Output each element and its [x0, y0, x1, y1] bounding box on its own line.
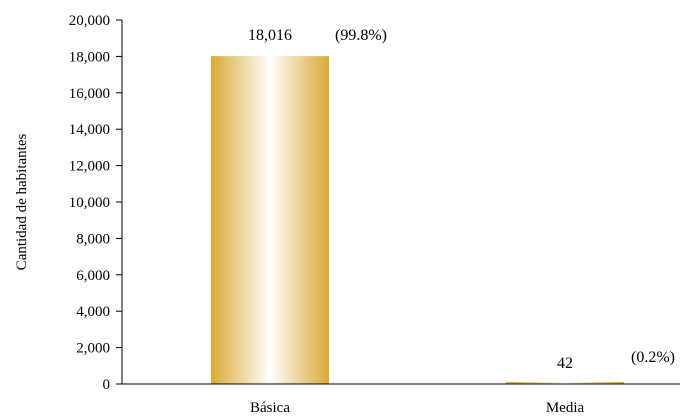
y-tick-label: 14,000 [69, 122, 110, 138]
y-tick-label: 8,000 [76, 231, 110, 247]
x-axis-labels: Básica Media [250, 400, 584, 416]
y-tick-label: 2,000 [76, 341, 110, 357]
y-axis-ticks: 0 2,000 4,000 6,000 8,000 10,000 12,000 14,000 1… [69, 13, 122, 393]
y-tick-label: 6,000 [76, 268, 110, 284]
y-tick-label: 4,000 [76, 304, 110, 320]
y-tick-label: 10,000 [69, 195, 110, 211]
y-axis-title: Cantidad de habitantes [14, 134, 30, 271]
bar-media [506, 382, 624, 384]
y-tick-label: 12,000 [69, 159, 110, 175]
bars-group [211, 56, 624, 385]
bar-percent-label: (0.2%) [631, 349, 675, 366]
y-tick-label: 16,000 [69, 86, 110, 102]
bar-percent-label: (99.8%) [335, 27, 387, 44]
bar-value-label: 42 [557, 355, 573, 372]
y-tick-label: 18,000 [69, 49, 110, 65]
bar-value-label: 18,016 [248, 27, 292, 44]
y-tick-label: 20,000 [69, 13, 110, 29]
data-labels-group: 18,016 (99.8%) 42 (0.2%) [248, 27, 675, 372]
x-category-label: Media [546, 400, 585, 416]
y-tick-label: 0 [103, 377, 111, 393]
x-category-label: Básica [250, 400, 290, 416]
bar-basica [211, 56, 329, 385]
